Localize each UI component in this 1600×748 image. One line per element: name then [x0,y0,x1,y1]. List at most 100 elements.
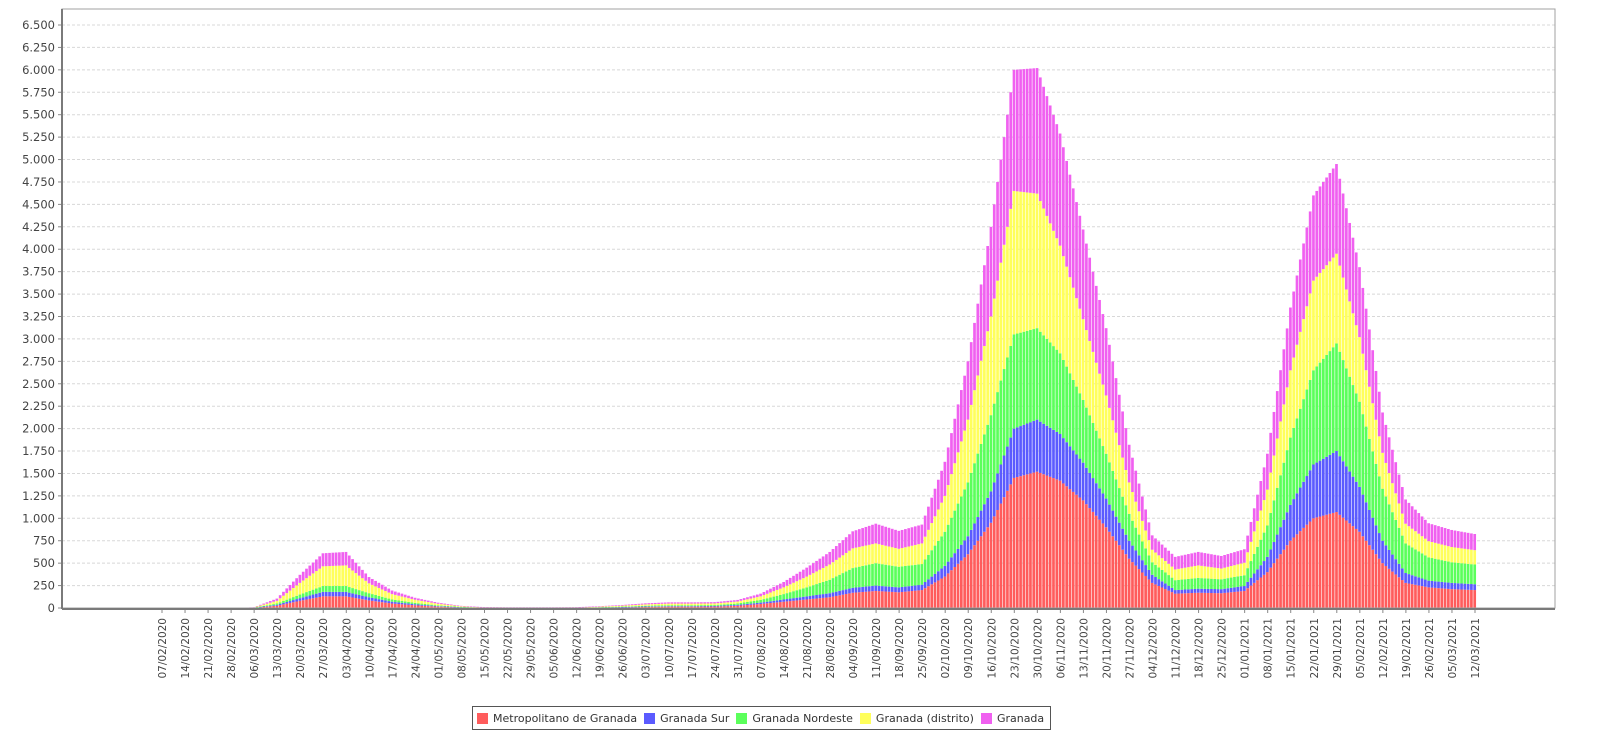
stacked-bar-segment [966,419,970,483]
stacked-bar-segment [1453,547,1457,563]
stacked-bar-segment [1147,569,1151,580]
stacked-bar-segment [1423,538,1427,556]
stacked-bar-segment [930,550,934,577]
stacked-bar-segment [1035,193,1039,329]
stacked-bar-segment [759,596,762,600]
stacked-bar-segment [634,604,637,607]
stacked-bar-segment [1229,566,1233,578]
stacked-bar-segment [1094,285,1098,363]
stacked-bar-segment [802,588,805,597]
stacked-bar-segment [772,586,776,592]
stacked-bar-segment [1002,137,1006,245]
stacked-bar-segment [357,594,361,599]
stacked-bar-segment [663,606,667,608]
stacked-bar-segment [1377,476,1381,534]
stacked-bar-segment [693,603,697,606]
stacked-bar-segment [983,345,986,435]
stacked-bar-segment [881,544,884,565]
stacked-bar-segment [716,603,720,605]
stacked-bar-segment [255,606,259,607]
stacked-bar-segment [1414,509,1417,532]
stacked-bar-segment [410,598,414,603]
legend-item-granada: Granada [980,712,1044,725]
stacked-bar-segment [308,575,312,591]
stacked-bar-segment [318,556,322,569]
stacked-bar-segment [782,601,785,608]
stacked-bar-segment [1200,565,1203,579]
stacked-bar-segment [1104,453,1108,499]
stacked-bar-segment [1447,582,1450,589]
stacked-bar-segment [614,605,618,606]
stacked-bar-segment [973,523,976,546]
stacked-bar-segment [1058,245,1062,354]
stacked-bar-segment [1262,532,1266,562]
stacked-bar-segment [749,604,753,608]
stacked-bar-segment [956,563,960,608]
stacked-bar-segment [650,603,654,605]
stacked-bar-segment [917,564,920,586]
stacked-bar-segment [834,595,838,608]
stacked-bar-segment [397,602,400,605]
stacked-bar-segment [400,604,404,608]
stacked-bar-segment [913,544,917,565]
stacked-bar-segment [1338,351,1342,457]
stacked-bar-segment [1321,181,1325,270]
stacked-bar-segment [1305,389,1309,477]
stacked-bar-segment [324,586,328,592]
stacked-bar-segment [268,606,272,608]
stacked-bar-segment [1394,519,1398,560]
stacked-bar-segment [354,594,358,599]
stacked-bar-segment [861,586,864,592]
stacked-bar-segment [950,517,953,558]
y-tick-label: 6.500 [22,18,55,32]
stacked-bar-segment [1384,565,1388,608]
stacked-bar-segment [1243,549,1246,563]
stacked-bar-segment [1381,540,1384,564]
stacked-bar-segment [1226,578,1230,589]
stacked-bar-segment [301,597,305,601]
stacked-bar-segment [884,586,888,592]
stacked-bar-segment [367,600,371,608]
stacked-bar-segment [1381,563,1384,608]
stacked-bar-segment [1328,513,1332,608]
stacked-bar-segment [805,567,809,577]
stacked-bar-segment [1144,530,1147,549]
stacked-bar-segment [1117,445,1121,489]
stacked-bar-segment [1364,540,1368,608]
stacked-bar-segment [1443,560,1447,583]
stacked-bar-segment [772,602,776,608]
stacked-bar-segment [933,573,937,583]
stacked-bar-segment [1361,536,1365,608]
stacked-bar-segment [1022,475,1026,608]
stacked-bar-segment [1302,243,1305,320]
stacked-bar-segment [1460,563,1463,584]
stacked-bar-segment [1065,486,1068,608]
stacked-bar-segment [963,489,966,541]
legend-swatch-icon [477,712,488,724]
stacked-bar-segment [1377,436,1381,477]
stacked-bar-segment [1019,191,1022,333]
stacked-bar-segment [1298,487,1302,532]
stacked-bar-segment [1318,460,1322,517]
stacked-bar-segment [1147,555,1151,570]
stacked-bar-segment [1361,287,1365,354]
stacked-bar-segment [723,601,726,603]
y-tick-label: 2.750 [22,354,55,368]
stacked-bar-segment [413,597,417,600]
stacked-bar-segment [897,530,901,549]
stacked-bar-segment [653,605,657,607]
stacked-bar-segment [354,598,358,608]
stacked-bar-segment [1206,566,1210,579]
stacked-bar-segment [680,603,683,606]
stacked-bar-segment [1358,267,1361,338]
stacked-bar-segment [1042,423,1045,475]
stacked-bar-segment [377,587,381,596]
stacked-bar-segment [1335,343,1338,452]
stacked-bar-segment [1243,590,1246,608]
stacked-bar-segment [1088,257,1092,341]
stacked-bar-segment [1167,550,1171,564]
stacked-bar-segment [1256,494,1259,521]
stacked-bar-segment [328,586,331,592]
stacked-bar-segment [1167,575,1171,586]
stacked-bar-segment [268,604,272,606]
